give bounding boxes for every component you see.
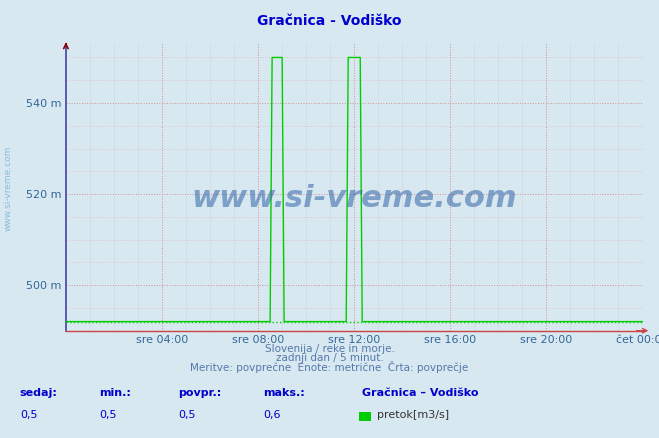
Text: maks.:: maks.: — [264, 388, 305, 398]
Text: 0,5: 0,5 — [178, 410, 196, 420]
Text: min.:: min.: — [99, 388, 130, 398]
Text: www.si-vreme.com: www.si-vreme.com — [191, 184, 517, 213]
Text: sedaj:: sedaj: — [20, 388, 57, 398]
Text: povpr.:: povpr.: — [178, 388, 221, 398]
Text: 0,6: 0,6 — [264, 410, 281, 420]
Text: Slovenija / reke in morje.: Slovenija / reke in morje. — [264, 344, 395, 354]
Text: Meritve: povprečne  Enote: metrične  Črta: povprečje: Meritve: povprečne Enote: metrične Črta:… — [190, 361, 469, 373]
Text: zadnji dan / 5 minut.: zadnji dan / 5 minut. — [275, 353, 384, 363]
Text: Gračnica - Vodiško: Gračnica - Vodiško — [257, 14, 402, 28]
Text: pretok[m3/s]: pretok[m3/s] — [377, 410, 449, 420]
Text: 0,5: 0,5 — [20, 410, 38, 420]
Text: www.si-vreme.com: www.si-vreme.com — [3, 146, 13, 231]
Text: Gračnica – Vodiško: Gračnica – Vodiško — [362, 388, 479, 398]
Text: 0,5: 0,5 — [99, 410, 117, 420]
